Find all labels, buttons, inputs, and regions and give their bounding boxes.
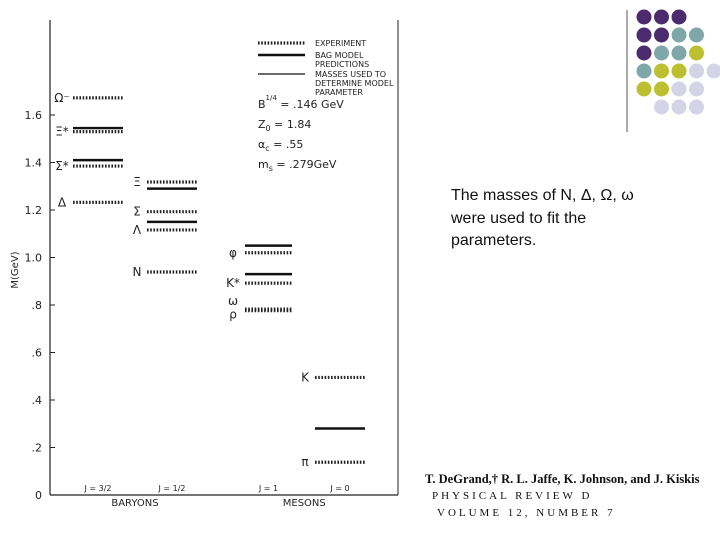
dot [689,81,704,97]
param-text: = 1.84 [271,118,312,131]
legend-label: MASSES USED TO [315,70,386,79]
dot [636,81,652,97]
dot [654,45,669,61]
param-symbol: m [258,158,269,171]
dot [671,81,687,97]
y-tick-label: .2 [32,442,43,455]
param-text: = .55 [270,138,304,151]
y-tick-label: .4 [32,394,43,407]
particle-label: Ω⁻ [54,91,70,105]
dot [636,63,652,79]
particle-label: K [301,370,310,384]
particle-label: Ξ* [55,125,69,139]
dot [654,99,669,115]
particle-label: Δ [58,195,67,209]
dot [689,63,704,79]
particle-label: N [133,265,142,279]
legend-label: PREDICTIONS [315,60,369,69]
parameter: αc = .55 [258,138,303,153]
dot [706,63,720,79]
param-sub: 0 [266,124,271,133]
dot [689,99,704,115]
citation-authors: T. DeGrand,† R. L. Jaffe, K. Johnson, an… [425,472,700,486]
legend-label: BAG MODEL [315,51,364,60]
citation-volume: VOLUME 12, NUMBER 7 [437,507,616,519]
dot [671,45,687,61]
param-symbol: B [258,98,266,111]
y-tick-label: 1.6 [25,109,43,122]
dot [636,9,652,25]
particle-label: Ξ [133,175,141,189]
dot [671,27,687,43]
body-line: were used to fit the [451,209,587,227]
legend-label: PARAMETER [315,88,363,97]
particle-label: Λ [133,223,142,237]
body-line: The masses of N, Δ, Ω, ω [451,187,634,204]
body-line: parameters. [451,232,537,249]
dot [671,63,687,79]
dot [654,27,669,43]
dot [671,9,687,25]
param-text: = .146 GeV [277,98,344,111]
dot [671,99,687,115]
particle-label: K* [226,276,240,290]
dot [689,27,704,43]
particle-label: Σ* [55,159,69,173]
x-tick-label: J = 1 [258,484,278,493]
parameter: Z0 = 1.84 [258,118,311,133]
param-symbol: α [258,138,265,151]
parameter: ms = .279GeV [258,158,337,173]
group-label: BARYONS [111,498,158,509]
dot [654,81,669,97]
parameter: B1/4 = .146 GeV [258,94,344,111]
dot [654,63,669,79]
x-tick-label: J = 1/2 [157,484,185,493]
y-tick-label: 1.0 [25,252,43,265]
param-sup: 1/4 [266,94,278,102]
y-tick-label: .6 [32,347,43,360]
x-tick-label: J = 0 [329,484,349,493]
y-tick-label: .8 [32,299,43,312]
particle-label: φ [229,246,237,260]
y-tick-label: 0 [35,489,42,502]
citation-journal: PHYSICAL REVIEW D [432,490,593,502]
dot [689,45,704,61]
particle-label: ρ [229,308,237,322]
y-tick-label: 1.4 [25,157,43,170]
particle-label: ω [228,294,238,308]
y-tick-label: 1.2 [25,204,43,217]
param-symbol: Z [258,118,266,131]
legend-label: EXPERIMENT [315,39,366,48]
dot [654,9,669,25]
legend-label: DETERMINE MODEL [315,79,394,88]
param-sub: s [269,164,273,173]
y-axis-label: M(GeV) [10,251,21,288]
param-sub: c [265,144,269,153]
particle-label: Σ [133,205,141,219]
group-label: MESONS [283,498,326,509]
body-text: The masses of N, Δ, Ω, ω were used to fi… [451,185,634,253]
particle-label: π [301,455,308,469]
dot [636,27,652,43]
dot [636,45,652,61]
x-tick-label: J = 3/2 [83,484,111,493]
param-text: = .279GeV [273,158,337,171]
decoration [636,9,720,115]
